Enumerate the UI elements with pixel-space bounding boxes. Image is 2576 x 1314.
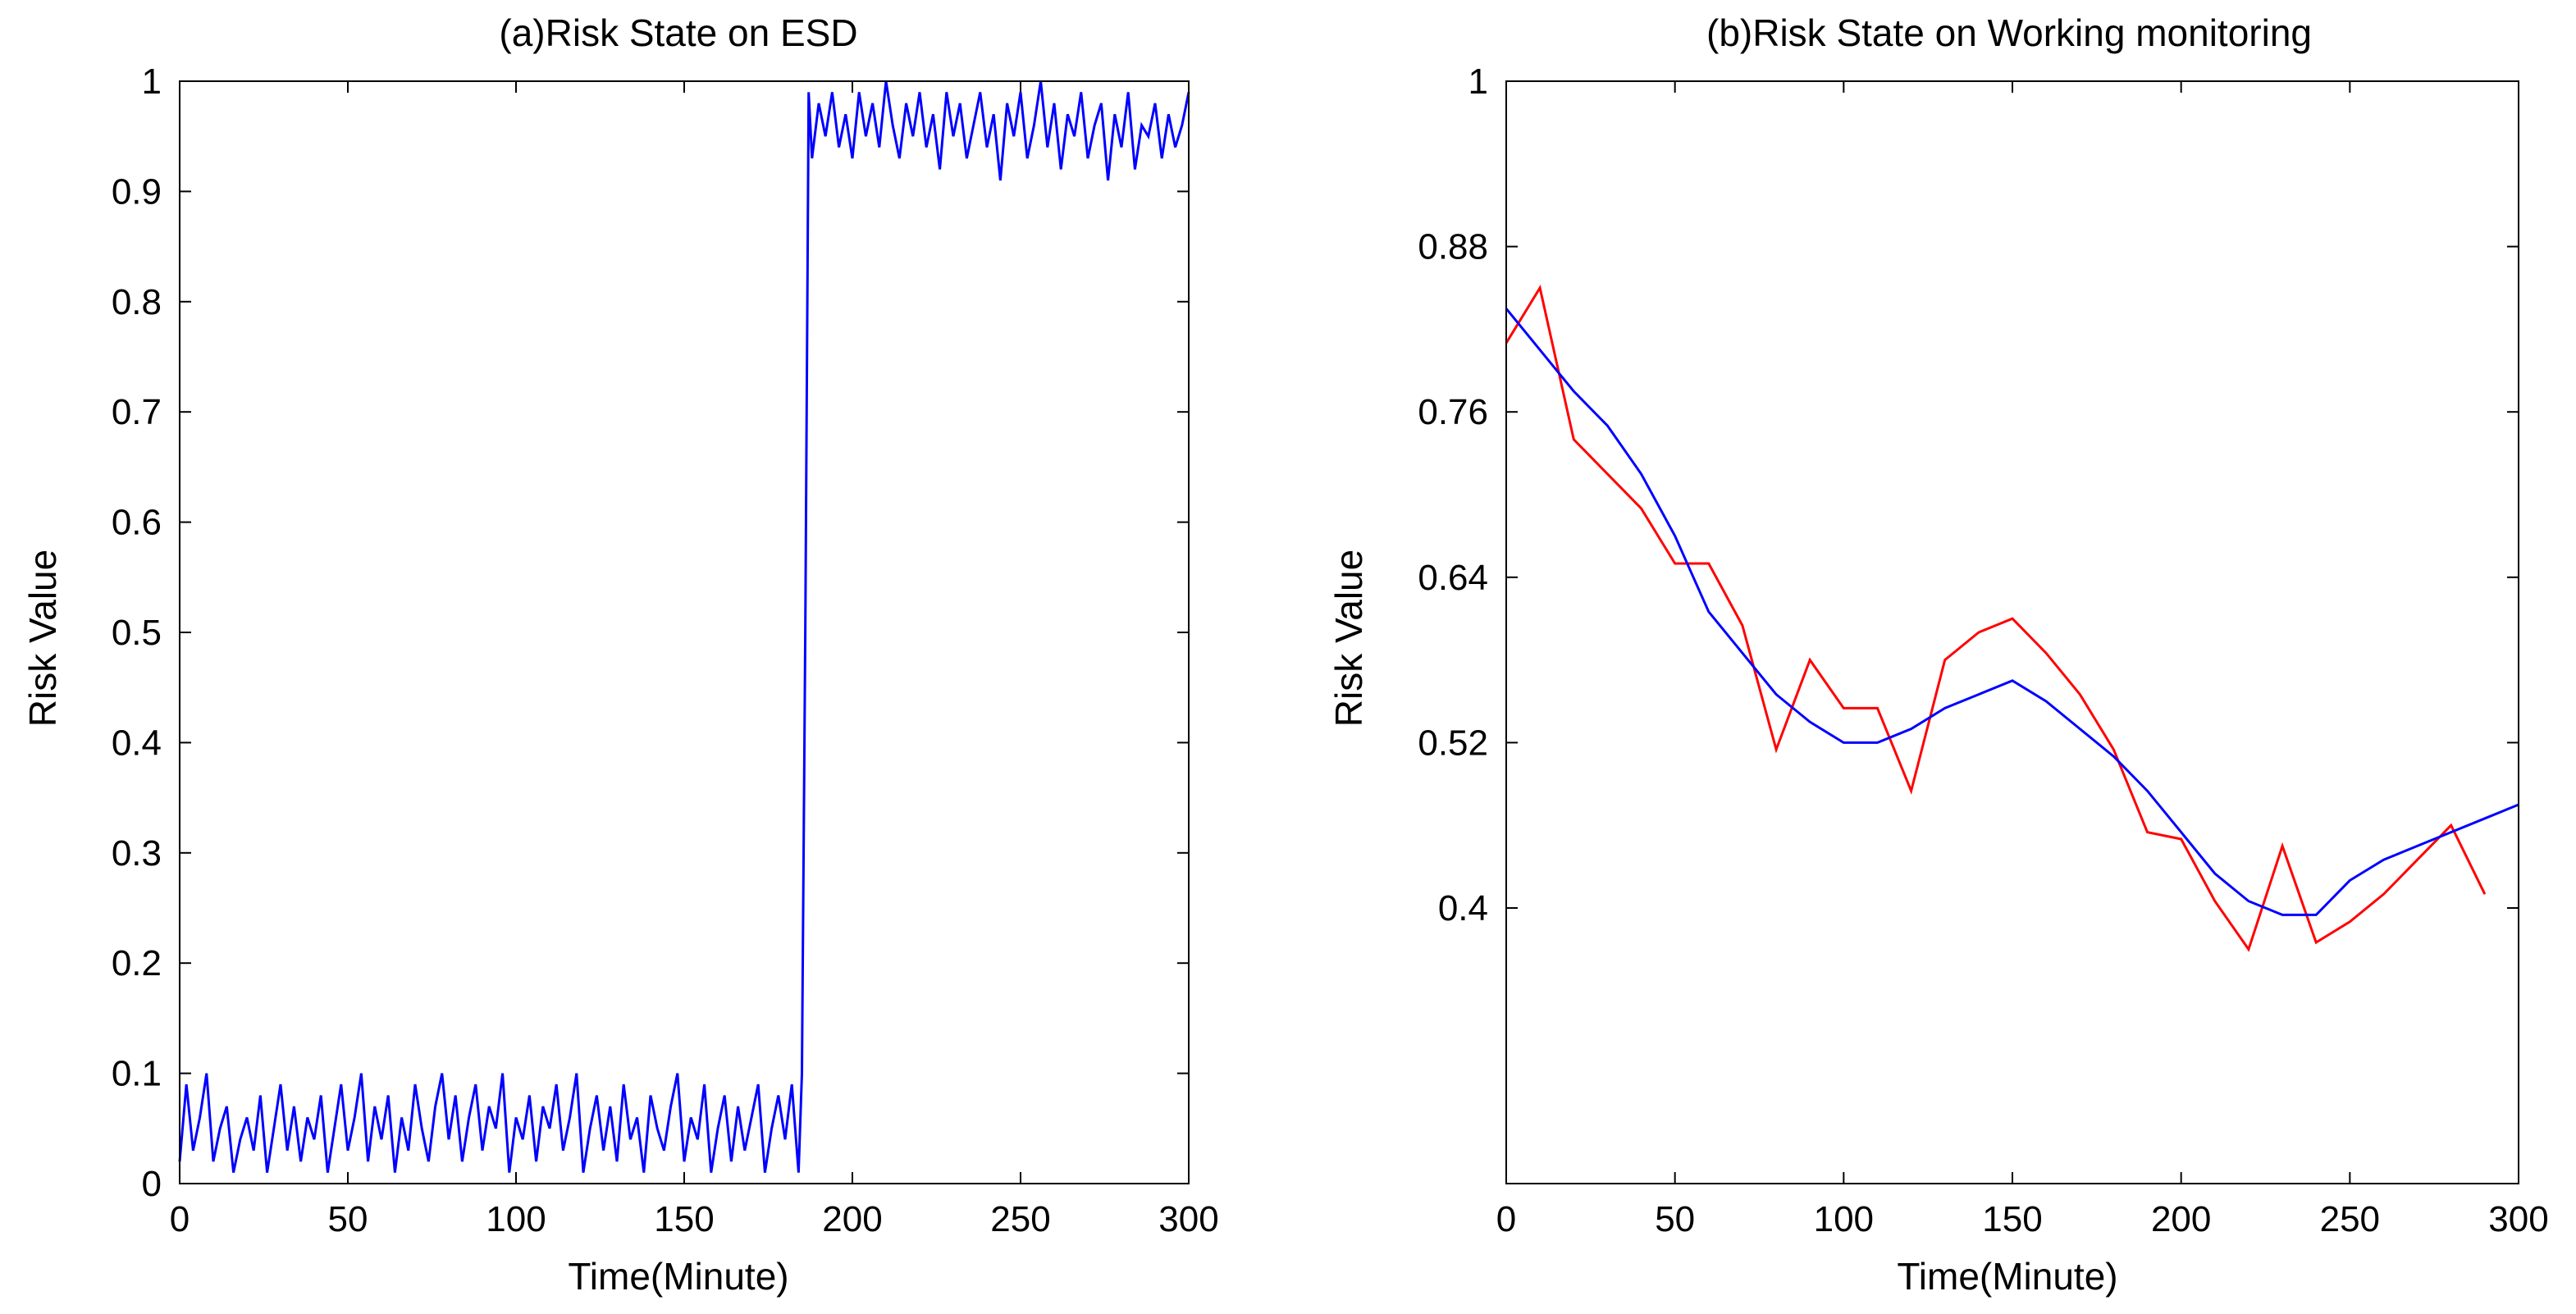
- chart-b-series-line-2: [1505, 308, 2519, 916]
- chart-b-title: (b)Risk State on Working monitoring: [1706, 11, 2312, 54]
- chart-a-y-tick-label: 0.6: [112, 503, 162, 543]
- chart-b-x-tick-label: 100: [1814, 1199, 1874, 1239]
- chart-a-x-tick-label: 100: [486, 1199, 546, 1239]
- chart-a-x-tick-label: 0: [170, 1199, 190, 1239]
- chart-a-y-tick-label: 0.4: [112, 723, 162, 763]
- chart-a-y-tick-label: 0.2: [112, 943, 162, 983]
- chart-a-y-tick-label: 0.7: [112, 392, 162, 432]
- chart-a-y-tick-label: 0.3: [112, 833, 162, 874]
- chart-a-ylabel: Risk Value: [21, 550, 64, 727]
- chart-a-axes-box: [179, 80, 1190, 1184]
- chart-b-series-line-1: [1505, 285, 2487, 952]
- chart-b-y-tick-label: 0.52: [1418, 723, 1488, 763]
- chart-a-y-tick-label: 0.5: [112, 613, 162, 653]
- chart-b-x-tick-label: 50: [1655, 1199, 1695, 1239]
- chart-a-y-tick-label: 0: [142, 1164, 162, 1204]
- chart-b-ticks: 0 50 100 150 200 250 300 0.4 0.52 0.64 0.76 0.88 1: [1418, 62, 2548, 1239]
- chart-b-xlabel: Time(Minute): [1897, 1255, 2117, 1298]
- chart-b-x-tick-label: 150: [1982, 1199, 2042, 1239]
- chart-a-y-tick-label: 1: [142, 62, 162, 102]
- chart-a-x-tick-label: 250: [990, 1199, 1050, 1239]
- chart-a-xlabel: Time(Minute): [568, 1255, 788, 1298]
- chart-b-y-tick-label: 0.4: [1438, 888, 1488, 928]
- chart-b-x-tick-label: 200: [2151, 1199, 2211, 1239]
- chart-a-x-tick-label: 50: [328, 1199, 368, 1239]
- chart-b: (b)Risk State on Working monitoring Risk…: [1327, 11, 2549, 1298]
- chart-b-x-tick-label: 250: [2320, 1199, 2380, 1239]
- chart-b-y-tick-label: 1: [1468, 62, 1488, 102]
- chart-b-x-tick-label: 300: [2488, 1199, 2548, 1239]
- chart-a-series: [178, 80, 1190, 1173]
- chart-a-series-line-1: [178, 80, 1190, 1173]
- chart-a: (a)Risk State on ESD Risk Value Time(Min…: [21, 11, 1219, 1298]
- chart-a-x-tick-label: 200: [822, 1199, 882, 1239]
- chart-a-y-tick-label: 0.1: [112, 1054, 162, 1094]
- chart-b-series: [1505, 285, 2519, 952]
- chart-a-ticks: 0 50 100 150 200 250 300 0 0.1 0.2 0.3 0.4 0.5 0.6 0.7…: [112, 62, 1219, 1239]
- chart-b-y-tick-label: 0.88: [1418, 227, 1488, 267]
- chart-a-y-tick-label: 0.8: [112, 282, 162, 322]
- chart-b-ylabel: Risk Value: [1327, 550, 1370, 727]
- chart-a-x-tick-label: 300: [1158, 1199, 1218, 1239]
- chart-a-title: (a)Risk State on ESD: [499, 11, 857, 54]
- chart-b-y-tick-label: 0.64: [1418, 558, 1488, 598]
- chart-b-x-tick-label: 0: [1496, 1199, 1516, 1239]
- chart-a-y-tick-label: 0.9: [112, 171, 162, 212]
- chart-b-axes-box: [1505, 80, 2519, 1184]
- chart-a-x-tick-label: 150: [654, 1199, 714, 1239]
- chart-b-y-tick-label: 0.76: [1418, 392, 1488, 432]
